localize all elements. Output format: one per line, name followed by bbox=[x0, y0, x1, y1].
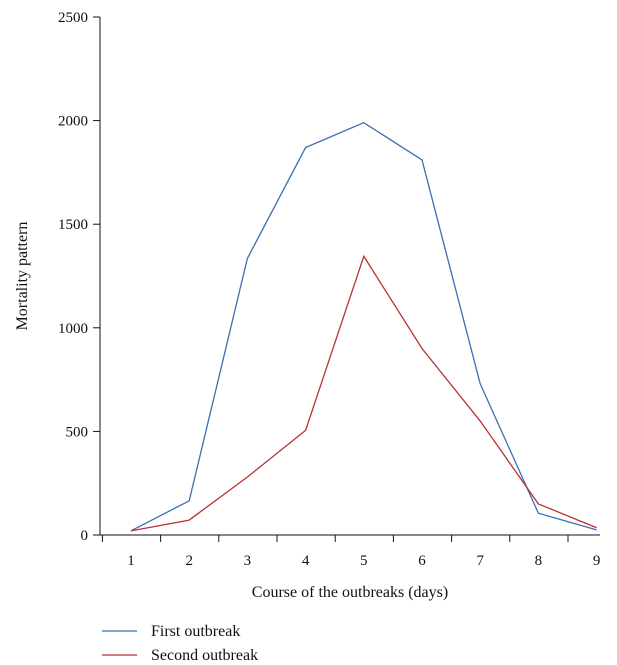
x-tick-label: 7 bbox=[476, 553, 484, 569]
y-tick-label: 2500 bbox=[58, 10, 88, 26]
y-tick-label: 500 bbox=[66, 424, 89, 440]
x-tick-label: 3 bbox=[244, 553, 252, 569]
y-tick-label: 0 bbox=[81, 528, 89, 544]
legend-label: First outbreak bbox=[151, 623, 240, 640]
x-tick-label: 9 bbox=[593, 553, 601, 569]
x-tick-label: 1 bbox=[127, 553, 135, 569]
x-tick-label: 6 bbox=[418, 553, 426, 569]
x-tick-label: 4 bbox=[302, 553, 310, 569]
y-tick-label: 1500 bbox=[58, 217, 88, 233]
series-line-2 bbox=[130, 254, 597, 532]
x-axis-title: Course of the outbreaks (days) bbox=[252, 584, 448, 601]
series-lines bbox=[130, 121, 597, 532]
legend: First outbreak Second outbreak bbox=[102, 623, 258, 664]
y-tick-label: 1000 bbox=[58, 321, 88, 337]
x-tick-label: 2 bbox=[185, 553, 193, 569]
series-line-1 bbox=[130, 121, 597, 532]
legend-label: Second outbreak bbox=[151, 647, 258, 664]
x-axis-ticks: 1 2 3 4 5 6 7 8 9 bbox=[101, 535, 601, 569]
y-axis-title: Mortality pattern bbox=[14, 222, 31, 331]
y-axis-ticks: 0 500 1000 1500 2000 2500 bbox=[58, 10, 100, 544]
y-tick-label: 2000 bbox=[58, 114, 88, 130]
x-tick-label: 8 bbox=[535, 553, 543, 569]
x-tick-label: 5 bbox=[360, 553, 368, 569]
